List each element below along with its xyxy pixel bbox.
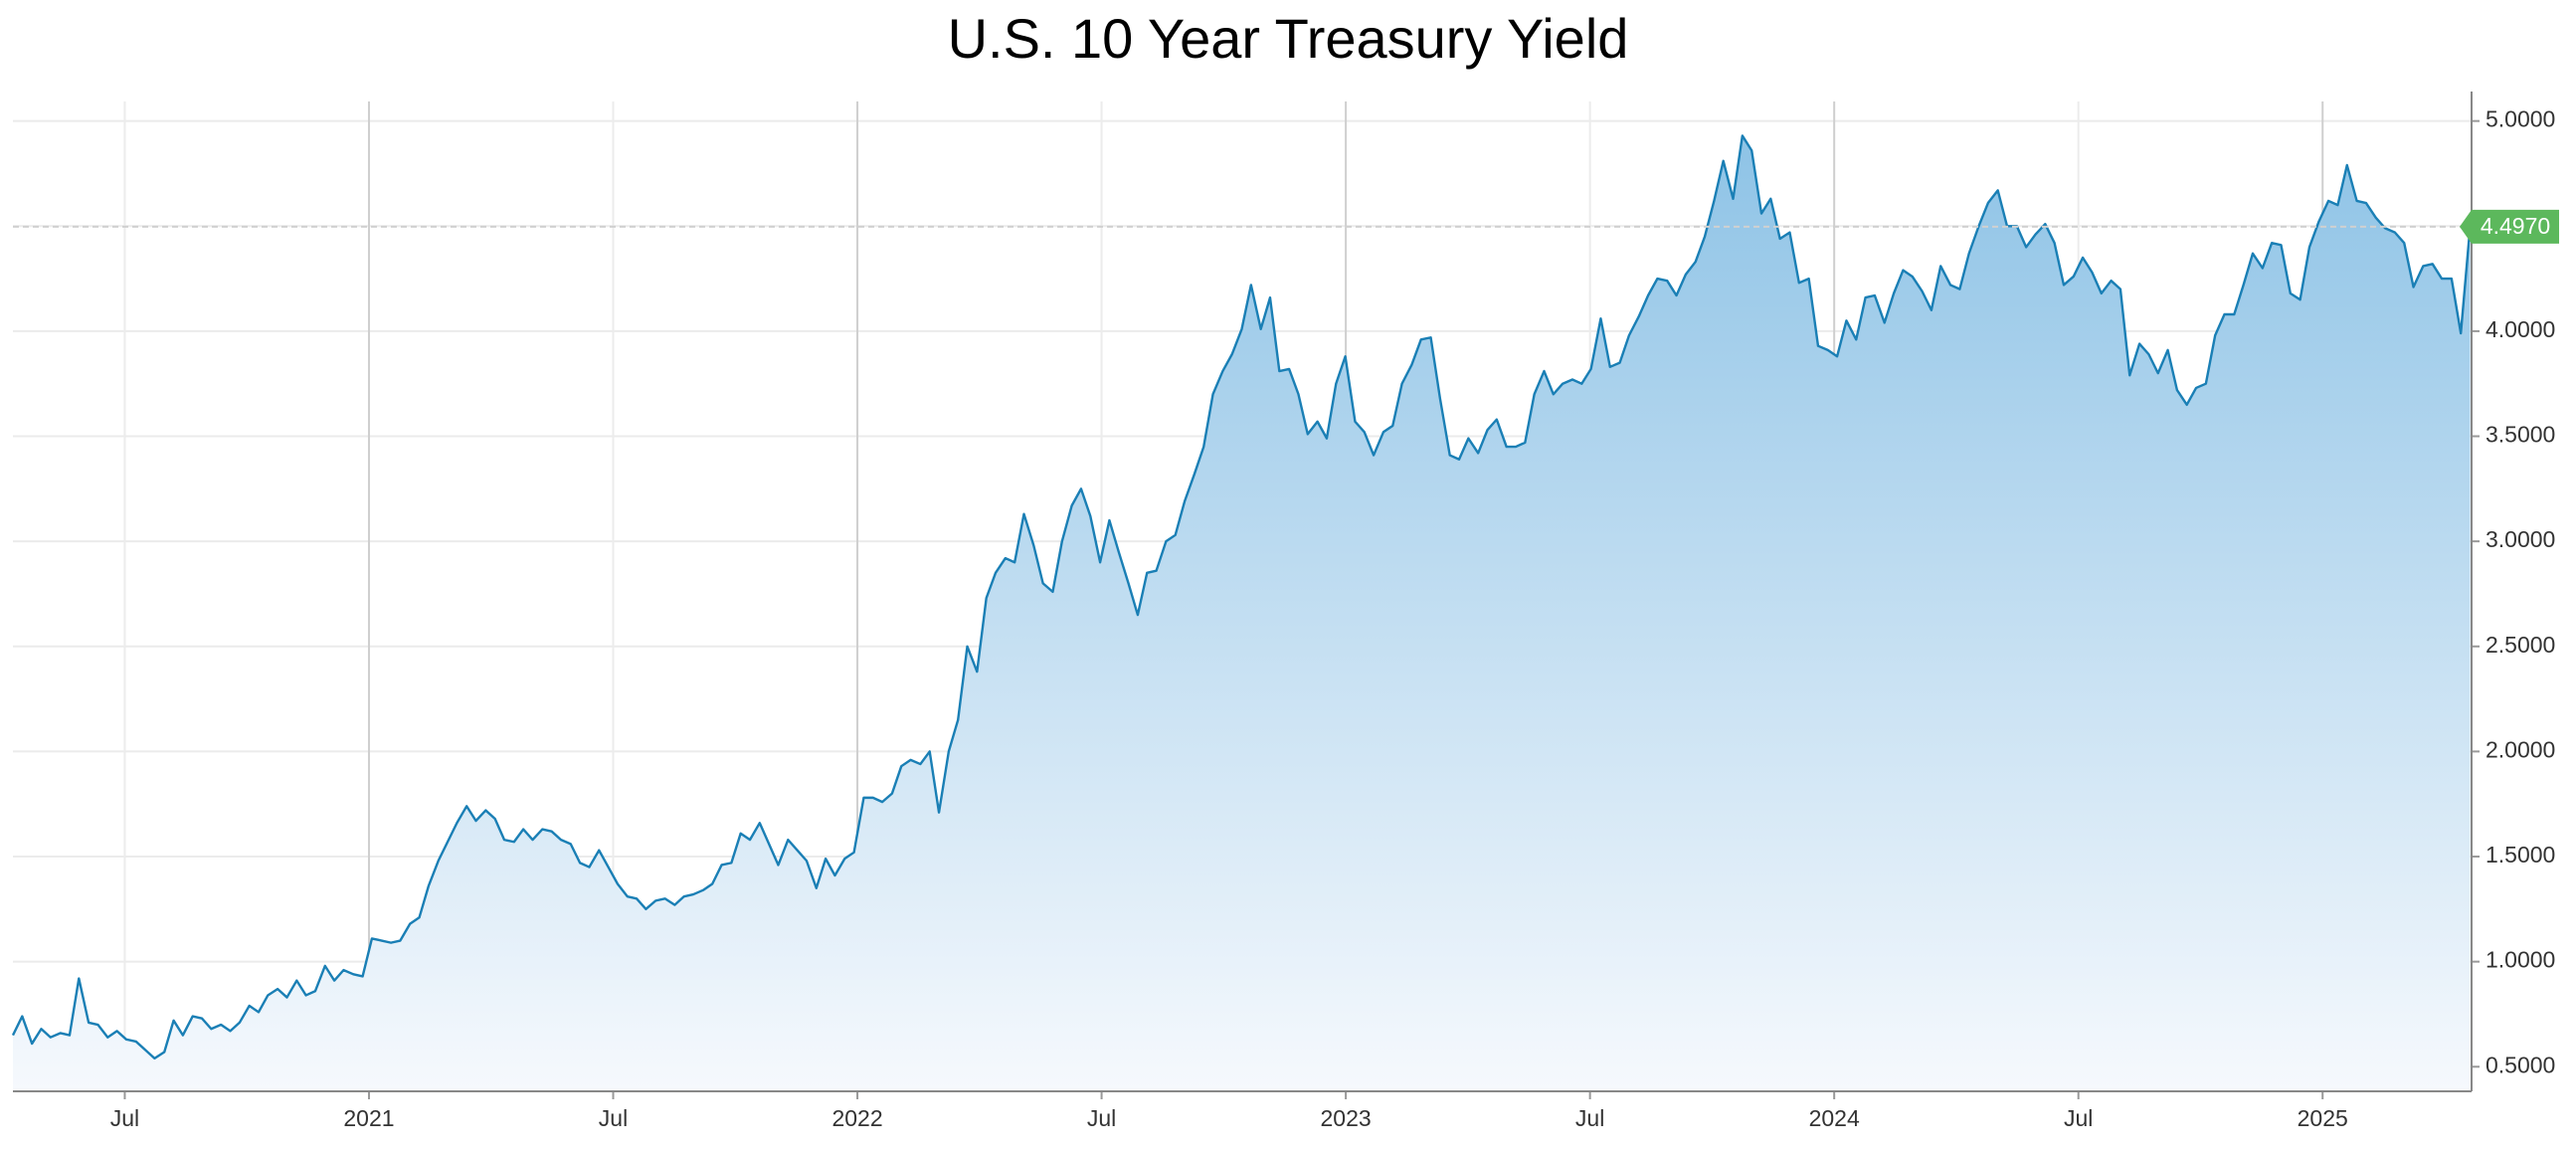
x-tick-label: 2024 <box>1809 1105 1860 1131</box>
x-tick-label: Jul <box>1575 1105 1604 1131</box>
value-tag <box>2460 209 2559 244</box>
y-tick-label: 5.0000 <box>2485 106 2555 132</box>
y-tick-label: 0.5000 <box>2485 1052 2555 1077</box>
x-tick-label: Jul <box>110 1105 139 1131</box>
x-tick-label: 2025 <box>2298 1105 2348 1131</box>
y-tick-label: 1.0000 <box>2485 947 2555 973</box>
y-tick-label: 4.0000 <box>2485 316 2555 342</box>
value-tag-label: 4.4970 <box>2481 213 2550 239</box>
y-tick-label: 1.5000 <box>2485 842 2555 867</box>
chart-title: U.S. 10 Year Treasury Yield <box>948 7 1629 70</box>
x-tick-label: Jul <box>2064 1105 2093 1131</box>
x-tick-label: 2022 <box>831 1105 882 1131</box>
area-fill <box>13 135 2471 1091</box>
line <box>11 134 2472 1060</box>
x-tick-label: 2021 <box>343 1105 394 1131</box>
y-tick-label: 2.5000 <box>2485 632 2555 658</box>
y-tick-label: 3.5000 <box>2485 422 2555 448</box>
y-tick-label: 3.0000 <box>2485 526 2555 552</box>
x-tick-label: 2023 <box>1321 1105 1372 1131</box>
y-tick-label: 2.0000 <box>2485 736 2555 762</box>
x-tick-label: Jul <box>599 1105 628 1131</box>
x-tick-label: Jul <box>1087 1105 1116 1131</box>
